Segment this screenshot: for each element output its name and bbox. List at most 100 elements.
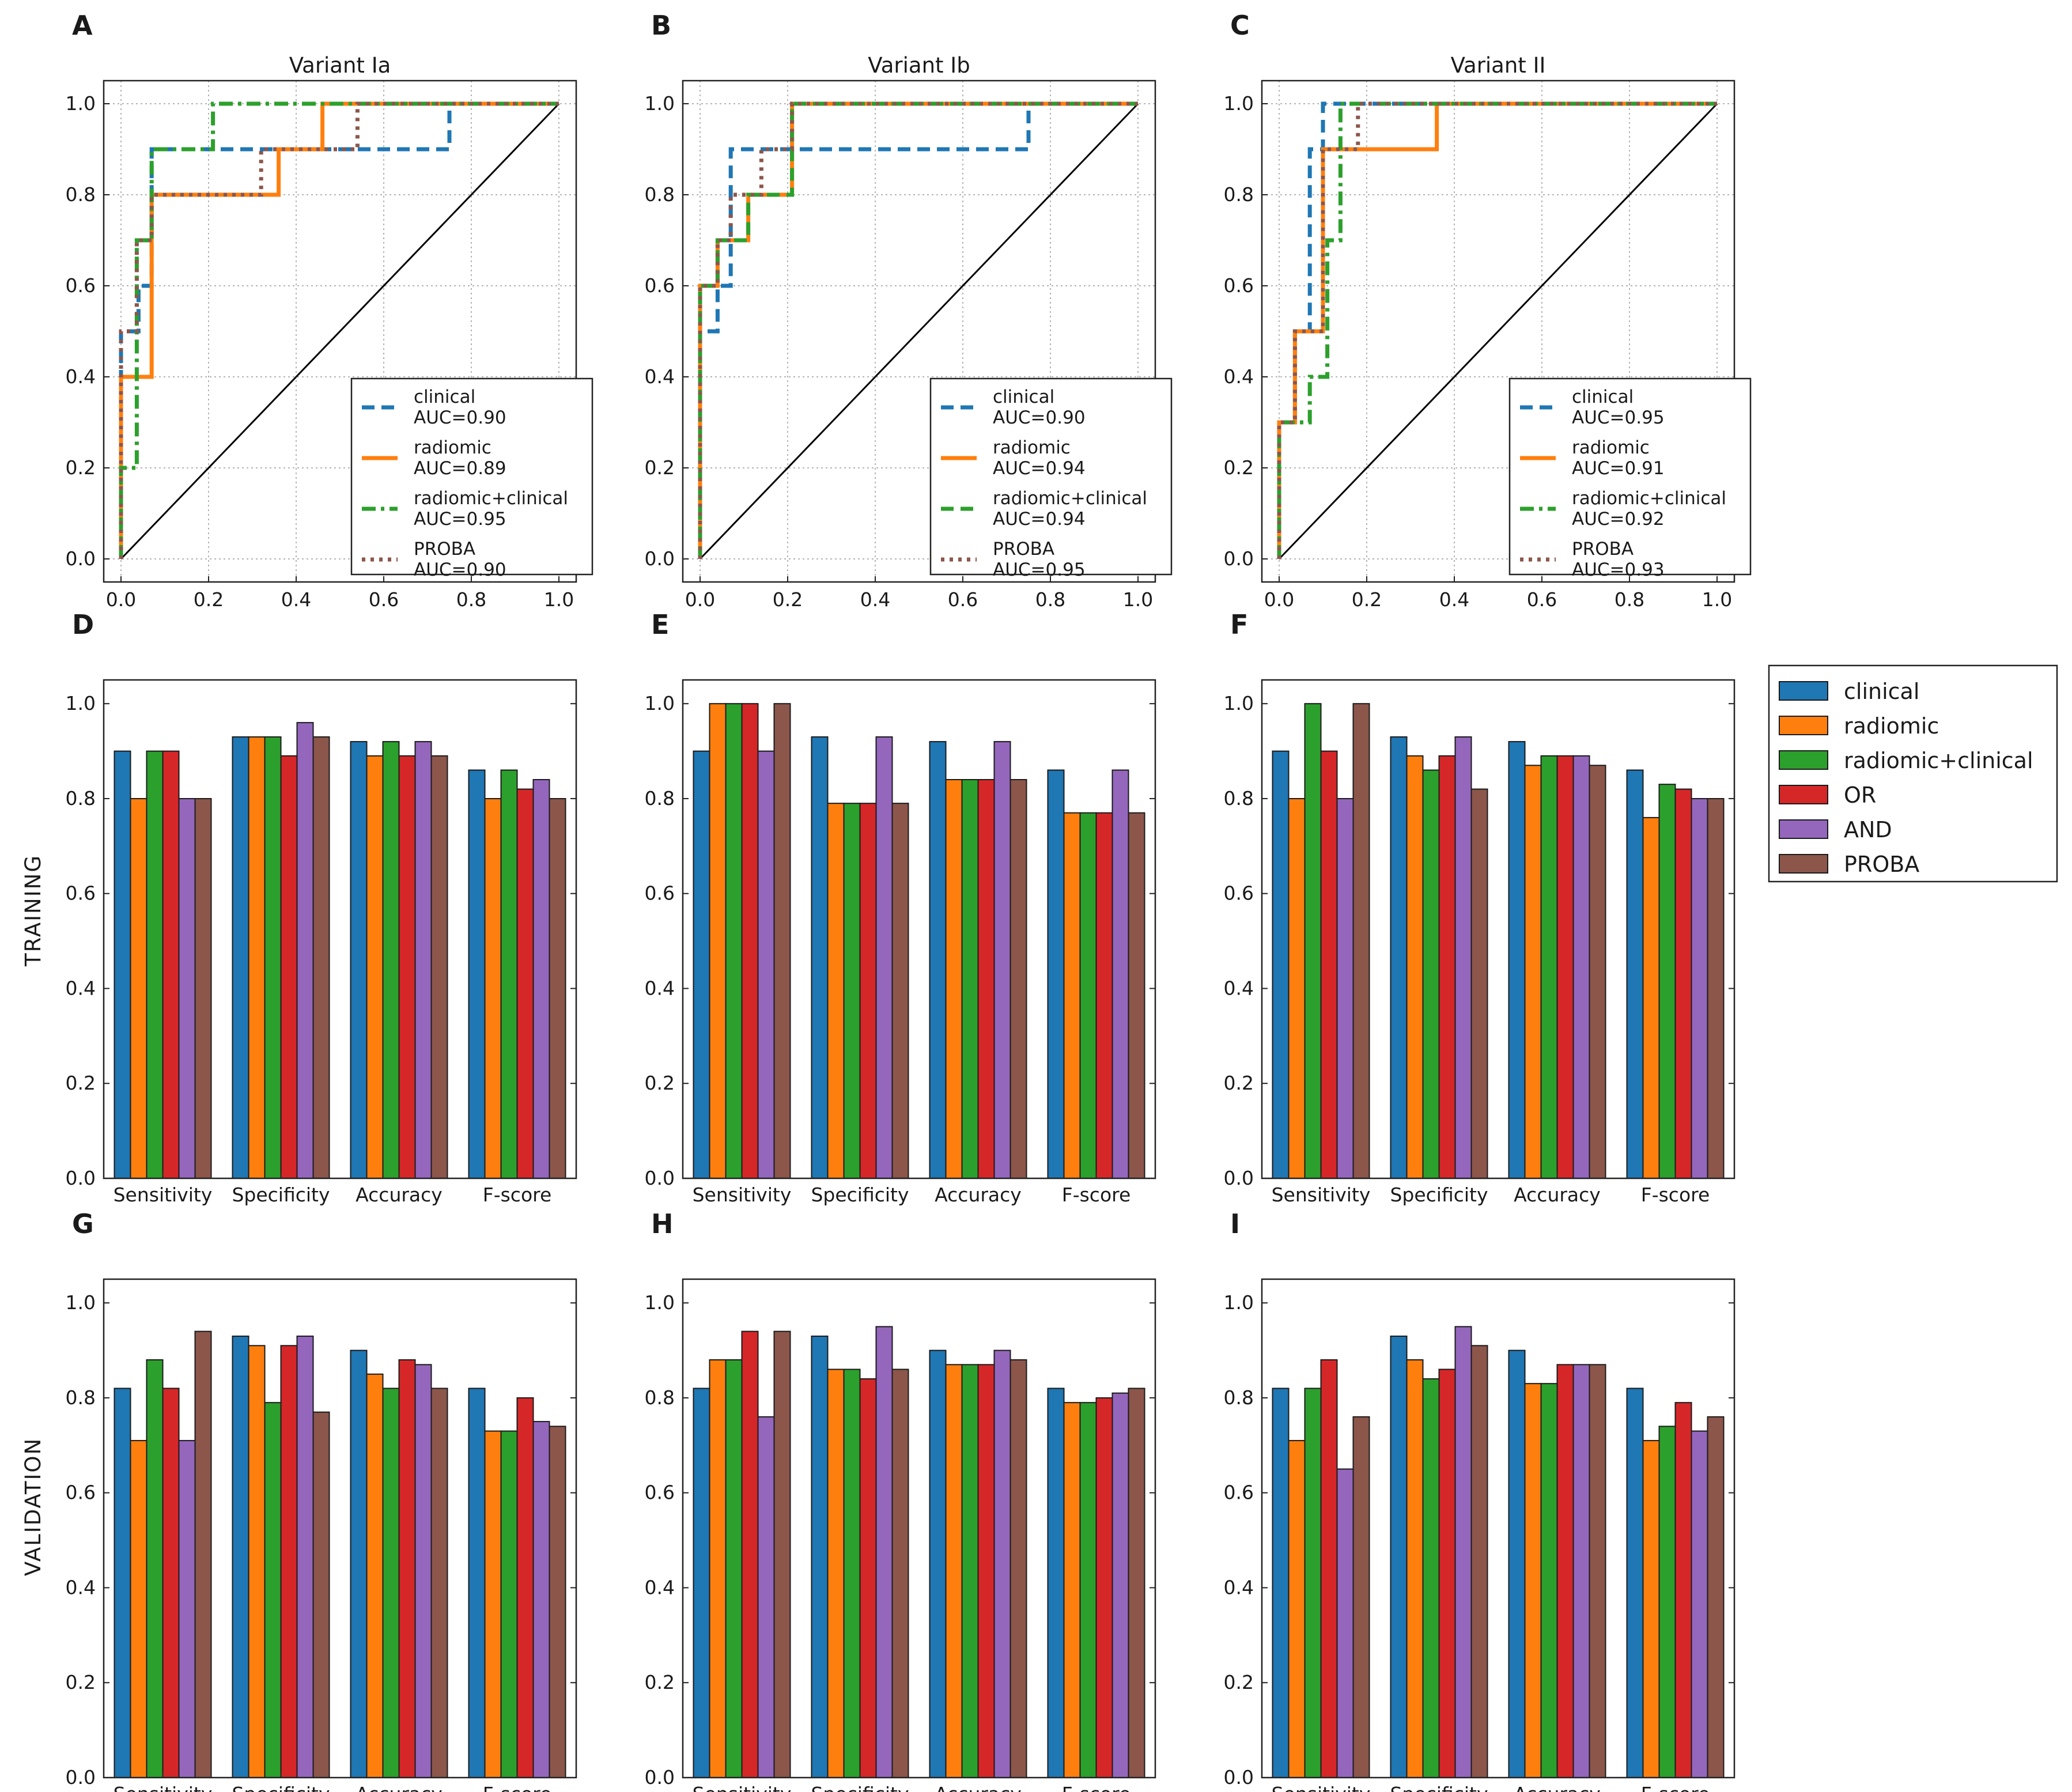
y-tick-label: 1.0	[645, 692, 675, 714]
plot-frame	[682, 679, 1156, 1179]
bar-PROBA-specificity	[891, 1368, 909, 1778]
bar-AND-accuracy	[993, 1349, 1011, 1779]
bar-AND-specificity	[1454, 1326, 1472, 1778]
bar-OR-accuracy	[977, 779, 995, 1179]
panel-E: E 0.0 0.2 0.4 0.6 0.8 1.0 Sensitivity Specificit…	[645, 609, 1156, 1206]
bar-legend-swatch-PROBA	[1779, 854, 1828, 874]
bar-clinical-accuracy	[350, 741, 368, 1179]
y-tick-label: 0.0	[645, 547, 675, 570]
bar-radiomic-clinical-sensitivity	[146, 1359, 164, 1778]
x-tick-label: Specificity	[232, 1184, 330, 1206]
y-tick-label: 0.2	[1224, 1072, 1254, 1094]
x-tick-label: Accuracy	[356, 1783, 443, 1792]
bar-clinical-accuracy	[350, 1349, 368, 1779]
bar-AND-accuracy	[414, 1364, 432, 1779]
bar-radiomic-accuracy	[366, 755, 384, 1179]
bar-AND-f-score	[1691, 798, 1708, 1179]
bar-legend: clinical radiomic radiomic+clinical OR AND PR…	[1768, 664, 2058, 883]
bar-clinical-accuracy	[929, 1349, 947, 1779]
roc-legend: clinicalAUC=0.90radiomicAUC=0.94radiomic…	[929, 377, 1173, 580]
bar-OR-sensitivity	[162, 1388, 180, 1778]
y-tick-label: 1.0	[645, 92, 675, 115]
panel-letter: D	[72, 609, 94, 640]
bar-radiomic-sensitivity	[709, 703, 727, 1179]
x-tick-label: 0.8	[1035, 588, 1065, 611]
legend-auc: AUC=0.93	[1572, 559, 1665, 580]
chance-diagonal	[120, 103, 560, 560]
x-tick-label: Sensitivity	[693, 1783, 792, 1792]
bar-OR-sensitivity	[1320, 1359, 1338, 1778]
panel-A: A Variant Ia 0.0 0.0 0.2 0.2 0.4 0.4 0.6 0.6 0.8 0.…	[66, 10, 593, 611]
bar-PROBA-accuracy	[430, 1388, 448, 1778]
x-tick-label: F-score	[1641, 1184, 1710, 1206]
bar-OR-f-score	[516, 1397, 534, 1778]
legend-auc: AUC=0.95	[993, 559, 1086, 580]
plot-frame	[103, 80, 577, 583]
x-tick-label: Sensitivity	[1272, 1783, 1371, 1792]
y-tick-label: 0.6	[645, 882, 675, 905]
bar-PROBA-f-score	[549, 1426, 566, 1778]
bar-OR-f-score	[516, 788, 534, 1179]
y-tick-label: 0.6	[1224, 1481, 1254, 1504]
x-tick-label: F-score	[1641, 1783, 1710, 1792]
y-tick-label: 0.6	[66, 1481, 96, 1504]
plot-frame	[682, 1278, 1156, 1779]
bar-legend-label: PROBA	[1844, 852, 1919, 877]
bar-radiomic-f-score	[484, 798, 502, 1179]
y-tick-label: 0.6	[66, 274, 96, 297]
y-tick-label: 0.8	[645, 787, 675, 810]
bar-PROBA-sensitivity	[194, 798, 212, 1179]
x-tick-label: Specificity	[1390, 1783, 1488, 1792]
bar-clinical-sensitivity	[114, 750, 131, 1179]
bar-PROBA-f-score	[1128, 1388, 1145, 1778]
bar-clinical-sensitivity	[1272, 1388, 1290, 1778]
x-tick-label: 0.2	[773, 588, 803, 611]
legend-label: radiomic	[1572, 437, 1650, 458]
x-tick-label: 0.4	[281, 588, 311, 611]
y-tick-label: 0.8	[66, 787, 96, 810]
legend-auc: AUC=0.92	[1572, 509, 1665, 530]
bar-PROBA-accuracy	[430, 755, 448, 1179]
y-tick-label: 1.0	[1224, 1291, 1254, 1314]
bar-radiomic-clinical-accuracy	[382, 741, 400, 1179]
roc-legend: clinicalAUC=0.90radiomicAUC=0.89radiomic…	[350, 377, 593, 580]
bar-clinical-f-score	[468, 1388, 486, 1778]
bar-OR-specificity	[280, 1345, 298, 1779]
x-tick-label: 0.2	[1352, 588, 1382, 611]
y-tick-label: 0.6	[645, 1481, 675, 1504]
bar-PROBA-sensitivity	[773, 703, 791, 1179]
plot-frame	[1261, 1278, 1736, 1779]
y-tick-label: 0.2	[66, 1072, 96, 1094]
bar-legend-label: radiomic+clinical	[1844, 748, 2033, 773]
plot-frame	[103, 1278, 577, 1779]
gridlines	[104, 81, 576, 582]
bar-PROBA-sensitivity	[1352, 1416, 1370, 1778]
bar-clinical-f-score	[1047, 1388, 1065, 1778]
legend-label: clinical	[414, 387, 475, 407]
bar-radiomic-specificity	[1406, 1359, 1424, 1778]
bar-clinical-sensitivity	[114, 1388, 131, 1778]
bar-legend-swatch-radiomic	[1779, 716, 1828, 735]
x-tick-label: Sensitivity	[693, 1184, 792, 1206]
y-tick-label: 1.0	[645, 1291, 675, 1314]
legend-auc: AUC=0.94	[993, 509, 1086, 530]
bar-radiomic-accuracy	[366, 1373, 384, 1779]
panel-F: F 0.0 0.2 0.4 0.6 0.8 1.0 Sensitivity Specificit…	[1224, 609, 1736, 1206]
y-tick-label: 1.0	[66, 692, 96, 714]
bar-AND-specificity	[296, 1335, 314, 1778]
roc-curve-radiomic-clinical	[119, 101, 559, 559]
bar-clinical-f-score	[1626, 1388, 1644, 1778]
bar-radiomic-f-score	[1063, 812, 1081, 1179]
bar-clinical-accuracy	[929, 741, 947, 1179]
bar-PROBA-f-score	[1707, 1416, 1725, 1778]
bar-radiomic-clinical-accuracy	[961, 779, 979, 1179]
x-tick-label: 0.6	[1527, 588, 1557, 611]
x-tick-label: 0.2	[194, 588, 224, 611]
plot-frame	[682, 80, 1156, 583]
x-tick-label: Accuracy	[935, 1184, 1022, 1206]
panel-C: C Variant II 0.0 0.0 0.2 0.2 0.4 0.4 0.6 0.6 0.8 0.…	[1224, 10, 1752, 611]
legend-label: radiomic+clinical	[414, 488, 568, 509]
bar-AND-sensitivity	[1336, 798, 1354, 1179]
x-tick-label: Accuracy	[1514, 1184, 1601, 1206]
